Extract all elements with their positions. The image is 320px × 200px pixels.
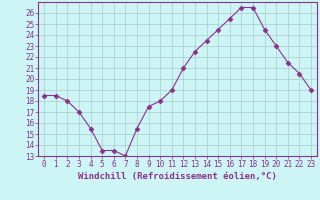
X-axis label: Windchill (Refroidissement éolien,°C): Windchill (Refroidissement éolien,°C) [78,172,277,181]
